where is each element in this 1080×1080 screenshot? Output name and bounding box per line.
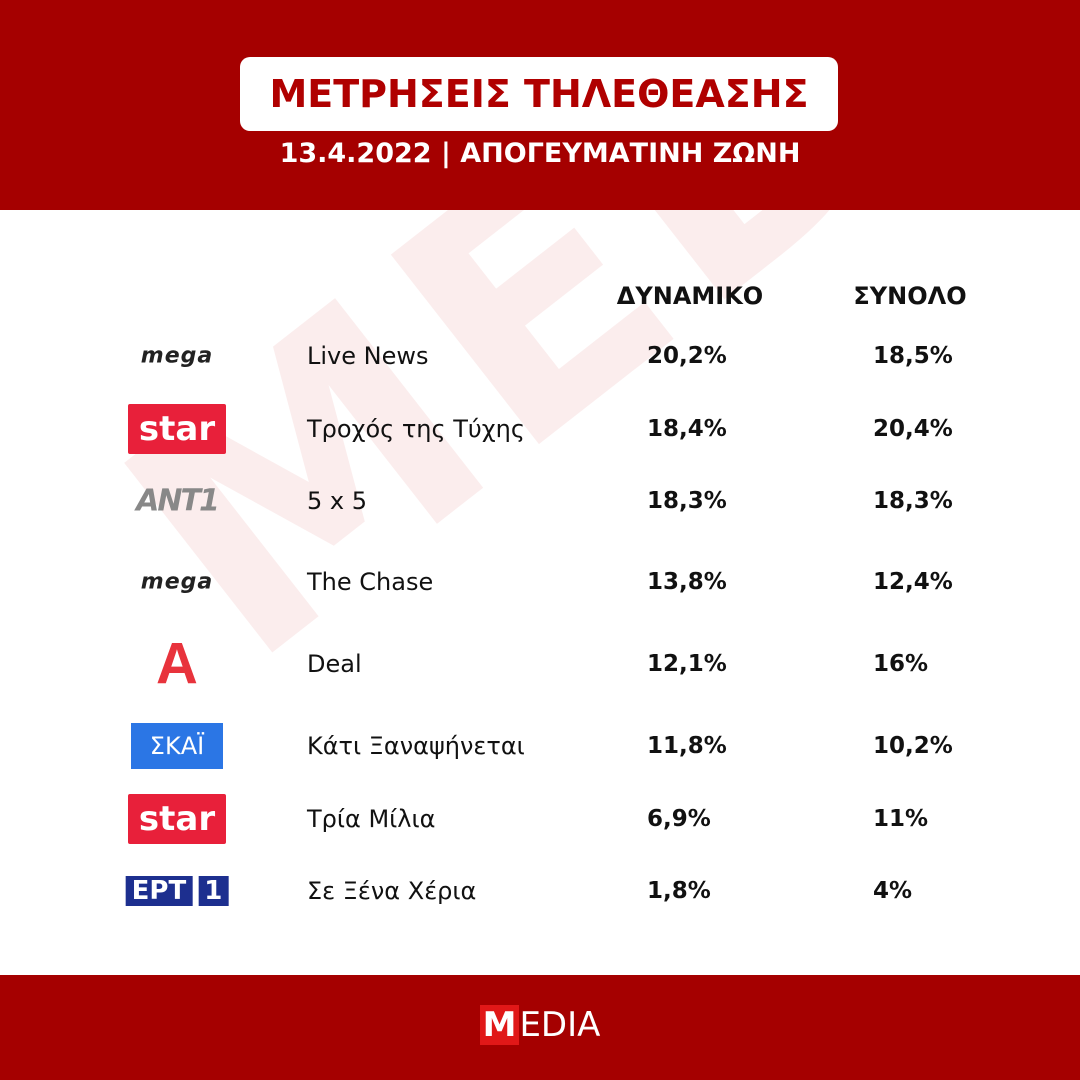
rating-value: 6,9% — [647, 806, 711, 832]
title-box: ΜΕΤΡΗΣΕΙΣ ΤΗΛΕΘΕΑΣΗΣ — [240, 57, 838, 131]
channel-name: ΕΡΤ — [125, 876, 193, 906]
show-name: Τροχός της Τύχης — [307, 415, 525, 443]
rating-value: 11% — [873, 806, 929, 832]
title: ΜΕΤΡΗΣΕΙΣ ΤΗΛΕΘΕΑΣΗΣ — [269, 72, 809, 116]
rating-value: 18,3% — [873, 488, 953, 514]
channel-name: mega — [140, 569, 214, 595]
channel-logo: ΣΚΑΪ — [131, 723, 223, 769]
rating-value: 12,1% — [647, 651, 727, 677]
channel-number: 1 — [198, 876, 229, 906]
show-name: Τρία Μίλια — [307, 805, 436, 833]
rating-value: 18,3% — [647, 488, 727, 514]
channel-logo: ΕΡΤ 1 — [125, 876, 229, 906]
show-name: Κάτι Ξαναψήνεται — [307, 732, 525, 760]
rating-value: 16% — [873, 651, 929, 677]
channel-name: star — [138, 409, 216, 449]
show-name: Deal — [307, 650, 362, 678]
subtitle: 13.4.2022 | ΑΠΟΓΕΥΜΑΤΙΝΗ ΖΩΝΗ — [279, 138, 801, 169]
rating-value: 10,2% — [873, 733, 953, 759]
channel-logo: star — [128, 794, 226, 844]
footer-logo: M EDIA — [0, 1005, 1080, 1045]
rating-value: 12,4% — [873, 569, 953, 595]
footer-band — [0, 975, 1080, 1080]
column-header: ΣΥΝΟΛΟ — [853, 282, 967, 310]
channel-logo: mega — [141, 570, 213, 595]
rating-value: 20,2% — [647, 343, 727, 369]
channel-logo: mega — [141, 344, 213, 369]
channel-name: A — [156, 631, 198, 697]
column-header: ΔΥΝΑΜΙΚΟ — [616, 282, 764, 310]
rating-value: 20,4% — [873, 416, 953, 442]
rating-value: 13,8% — [647, 569, 727, 595]
channel-name: ΣΚΑΪ — [149, 732, 205, 760]
show-name: The Chase — [307, 568, 434, 596]
channel-name: ANT1 — [136, 483, 220, 519]
channel-name: mega — [140, 343, 214, 369]
rating-value: 1,8% — [647, 878, 711, 904]
channel-logo: ANT1 — [136, 483, 220, 519]
rating-value: 18,5% — [873, 343, 953, 369]
channel-name: star — [138, 799, 216, 839]
show-name: Live News — [307, 342, 429, 370]
show-name: 5 x 5 — [307, 487, 367, 515]
rating-value: 18,4% — [647, 416, 727, 442]
channel-logo: star — [128, 404, 226, 454]
rating-value: 4% — [873, 878, 913, 904]
channel-logo: A — [156, 631, 198, 698]
logo-text: EDIA — [519, 1005, 601, 1045]
show-name: Σε Ξένα Χέρια — [307, 877, 477, 905]
logo-mark: M — [479, 1005, 520, 1045]
rating-value: 11,8% — [647, 733, 727, 759]
